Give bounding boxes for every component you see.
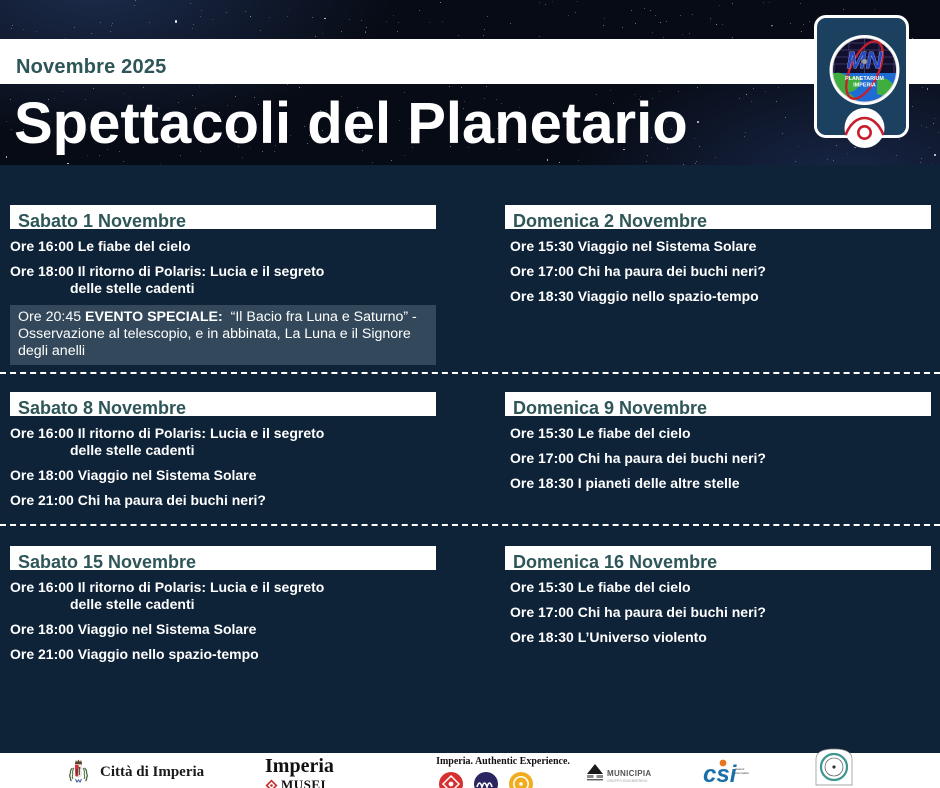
svg-text:GRUPPO ENGINEERING: GRUPPO ENGINEERING bbox=[607, 779, 648, 783]
svg-text:IMPERIA: IMPERIA bbox=[853, 83, 876, 89]
svg-text:MUNICIPIA: MUNICIPIA bbox=[607, 769, 651, 778]
svg-text:informativi: informativi bbox=[735, 771, 749, 775]
svg-text:PLANETARIUM: PLANETARIUM bbox=[845, 76, 884, 82]
